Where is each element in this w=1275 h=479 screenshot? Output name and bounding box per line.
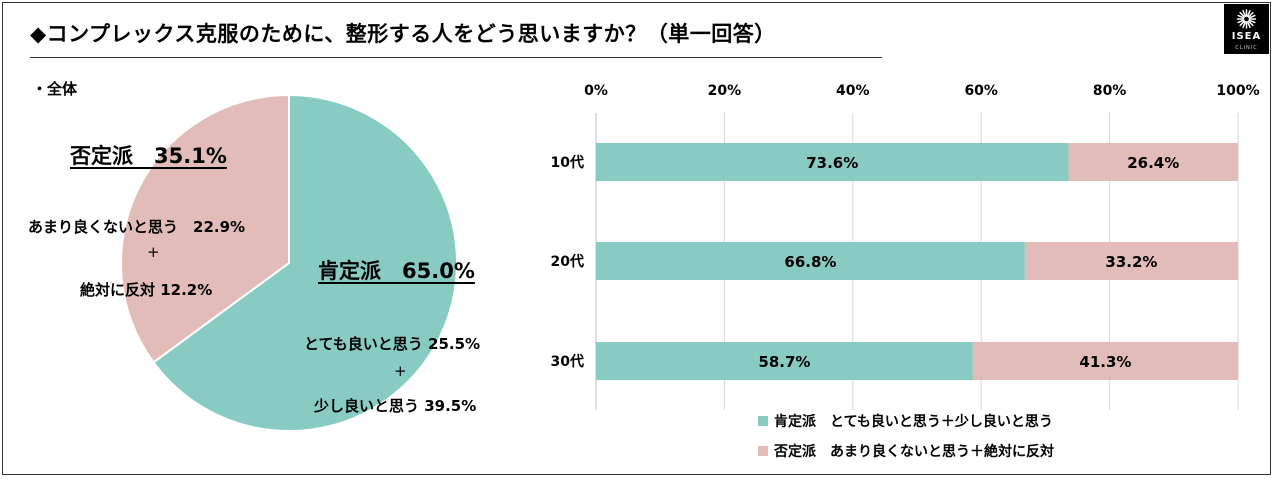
x-tick-label: 80%	[1093, 83, 1127, 99]
sunburst-icon	[1236, 9, 1257, 29]
pie-slice-negative	[120, 93, 290, 364]
logo-brand: ISEA	[1231, 31, 1262, 42]
data-label: 73.6%	[806, 154, 858, 172]
title-underline	[30, 57, 882, 58]
positive-plus: +	[394, 362, 407, 380]
data-label: 66.8%	[784, 253, 836, 271]
bar-segment-positive	[596, 342, 973, 380]
x-tick-label: 20%	[708, 83, 742, 99]
logo-subtext: CLINIC	[1235, 45, 1258, 51]
negative-group-label: 否定派 35.1%	[70, 144, 227, 168]
x-tick-label: 100%	[1216, 83, 1259, 99]
negative-detail-1: あまり良くないと思う 22.9%	[28, 218, 246, 236]
category-label: 30代	[551, 353, 584, 370]
data-label: 58.7%	[758, 353, 810, 371]
negative-plus: +	[147, 243, 160, 261]
legend-label: 肯定派 とても良いと思う＋少し良いと思う	[774, 413, 1053, 430]
data-label: 26.4%	[1127, 154, 1179, 172]
legend-swatch	[758, 446, 768, 456]
pie-subtitle: ・全体	[32, 80, 78, 98]
negative-detail-2: 絶対に反対 12.2%	[80, 281, 213, 299]
category-label: 20代	[551, 253, 584, 270]
data-label: 41.3%	[1079, 353, 1131, 371]
category-label: 10代	[551, 154, 584, 171]
positive-group-label: 肯定派 65.0%	[318, 259, 475, 283]
bar-segment-negative	[1068, 143, 1238, 181]
bar-segment-negative	[972, 342, 1238, 380]
clinic-logo: ISEA CLINIC	[1224, 4, 1269, 54]
bar-segment-positive	[596, 143, 1069, 181]
positive-detail-2: 少し良いと思う 39.5%	[314, 397, 477, 415]
pie-slice-positive	[152, 93, 458, 432]
legend-label: 否定派 あまり良くないと思う＋絶対に反対	[773, 443, 1054, 460]
bar-segment-positive	[596, 242, 1025, 280]
x-tick-label: 0%	[584, 83, 608, 99]
legend-swatch	[758, 416, 768, 426]
x-tick-label: 40%	[836, 83, 870, 99]
data-label: 33.2%	[1105, 253, 1157, 271]
bar-segment-negative	[1024, 242, 1238, 280]
chart-title: ◆コンプレックス克服のために、整形する人をどう思いますか？（単一回答）	[30, 22, 776, 46]
x-tick-label: 60%	[964, 83, 998, 99]
positive-detail-1: とても良いと思う 25.5%	[304, 335, 481, 353]
